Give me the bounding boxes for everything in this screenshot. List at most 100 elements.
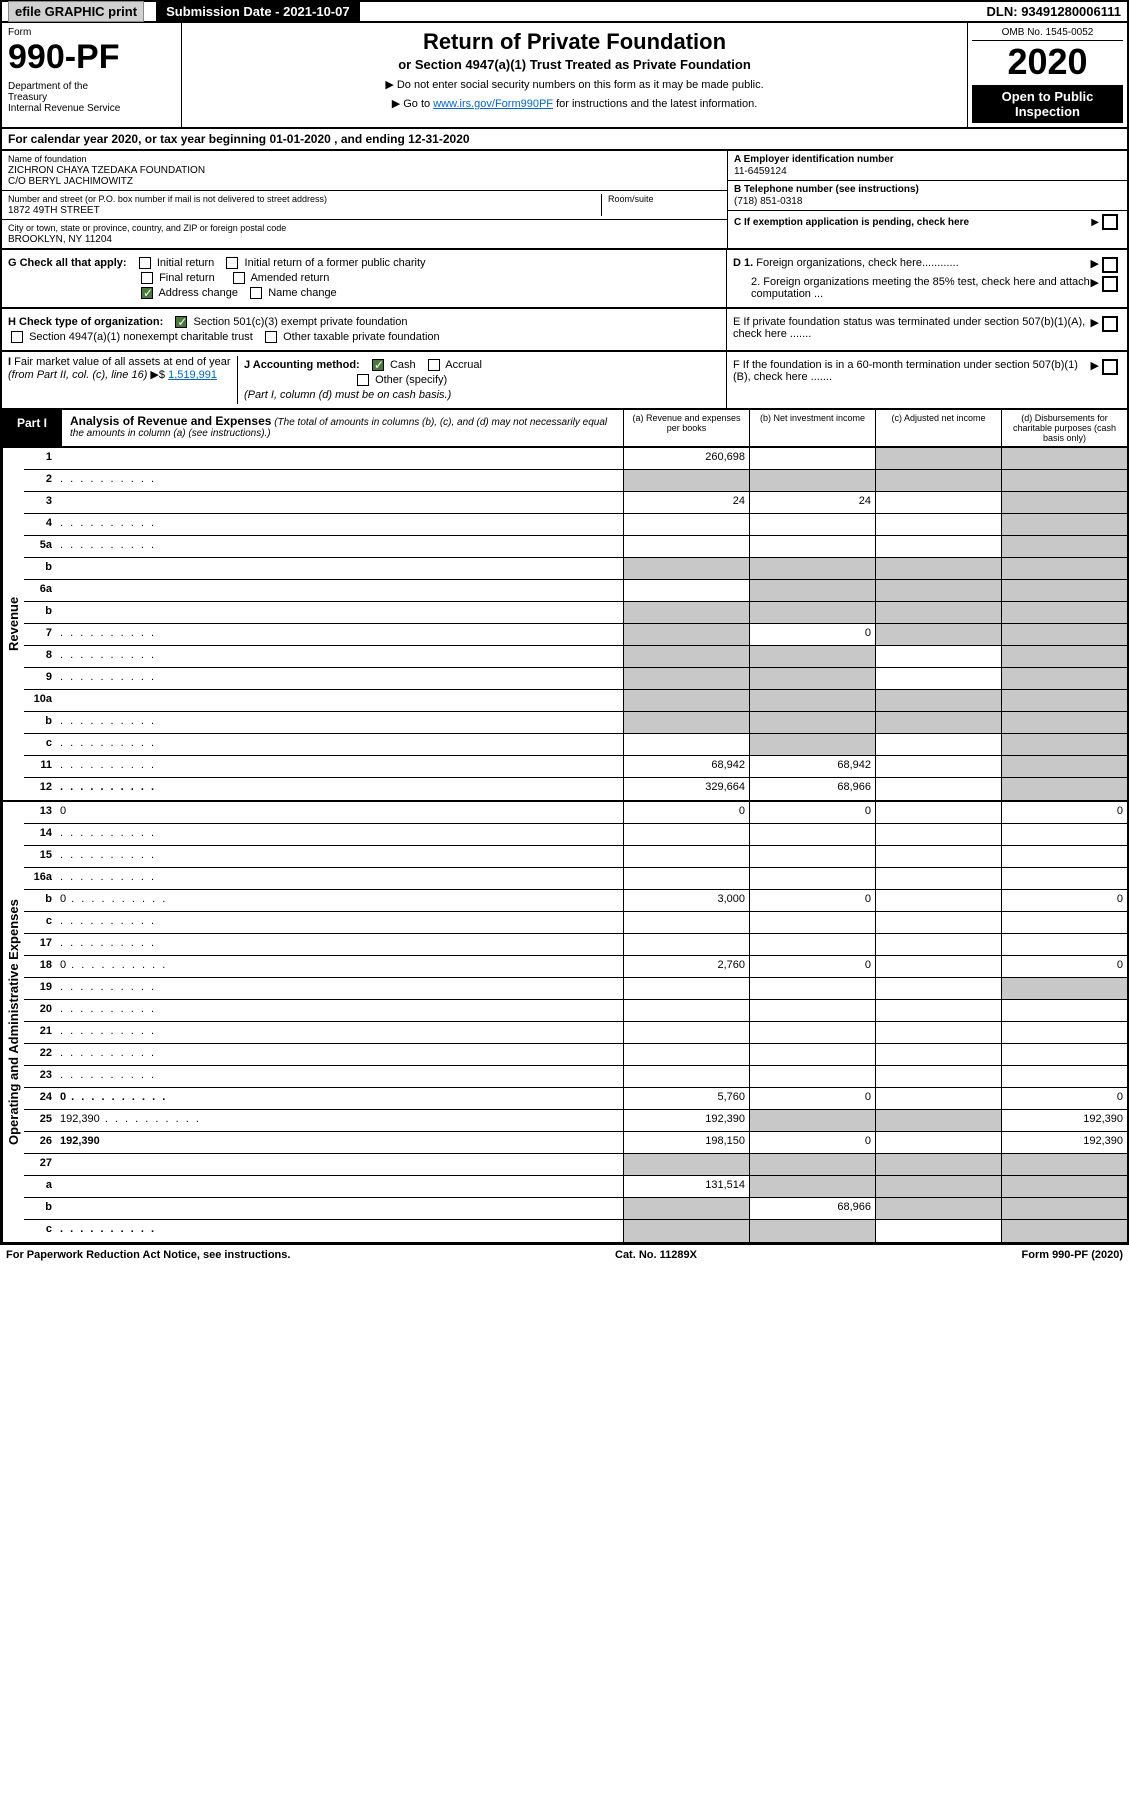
cell-a: 5,760 — [623, 1088, 749, 1109]
table-row: 1260,698 — [24, 448, 1127, 470]
h-other-checkbox[interactable] — [265, 331, 277, 343]
efile-button[interactable]: efile GRAPHIC print — [8, 1, 144, 22]
g-address-checkbox[interactable] — [141, 287, 153, 299]
g-initial-former-checkbox[interactable] — [226, 257, 238, 269]
g-name-checkbox[interactable] — [250, 287, 262, 299]
j-other-checkbox[interactable] — [357, 374, 369, 386]
row-number: 13 — [24, 802, 56, 823]
cell-d — [1001, 558, 1127, 579]
cell-b: 0 — [749, 956, 875, 977]
cell-a — [623, 536, 749, 557]
check-section-h: H Check type of organization: Section 50… — [0, 309, 1129, 352]
irs-link[interactable]: www.irs.gov/Form990PF — [433, 98, 553, 110]
cell-c — [875, 1066, 1001, 1087]
g-initial-checkbox[interactable] — [139, 257, 151, 269]
row-number: 15 — [24, 846, 56, 867]
cell-b: 68,942 — [749, 756, 875, 777]
h-501c3-checkbox[interactable] — [175, 316, 187, 328]
cell-a — [623, 514, 749, 535]
table-row: 20 — [24, 1000, 1127, 1022]
row-desc — [56, 624, 623, 645]
i-value[interactable]: 1,519,991 — [168, 369, 217, 381]
cell-b — [749, 668, 875, 689]
table-row: 14 — [24, 824, 1127, 846]
g-amended-checkbox[interactable] — [233, 272, 245, 284]
table-row: 2 — [24, 470, 1127, 492]
row-number: 8 — [24, 646, 56, 667]
cell-d — [1001, 1066, 1127, 1087]
cell-a: 24 — [623, 492, 749, 513]
table-row: b03,00000 — [24, 890, 1127, 912]
cell-d — [1001, 668, 1127, 689]
g-final-checkbox[interactable] — [141, 272, 153, 284]
note-1: ▶ Do not enter social security numbers o… — [188, 78, 961, 91]
cell-b: 68,966 — [749, 1198, 875, 1219]
row-number: 18 — [24, 956, 56, 977]
table-row: b — [24, 712, 1127, 734]
c-checkbox[interactable] — [1102, 214, 1118, 230]
row-desc — [56, 492, 623, 513]
cell-a: 131,514 — [623, 1176, 749, 1197]
cell-c — [875, 470, 1001, 491]
cell-c — [875, 624, 1001, 645]
table-row: b68,966 — [24, 1198, 1127, 1220]
table-row: a 131,514 — [24, 1176, 1127, 1198]
cell-a — [623, 1220, 749, 1242]
cell-a: 192,390 — [623, 1110, 749, 1131]
table-row: c — [24, 912, 1127, 934]
cell-d — [1001, 1000, 1127, 1021]
cell-c — [875, 514, 1001, 535]
j-accrual-checkbox[interactable] — [428, 359, 440, 371]
cell-a — [623, 846, 749, 867]
row-number: 21 — [24, 1022, 56, 1043]
expenses-table: Operating and Administrative Expenses 13… — [0, 802, 1129, 1244]
cell-d — [1001, 1154, 1127, 1175]
cell-c — [875, 1000, 1001, 1021]
f-checkbox[interactable] — [1102, 359, 1118, 375]
h-label: H Check type of organization: — [8, 316, 163, 328]
row-number: 6a — [24, 580, 56, 601]
revenue-table: Revenue 1260,69823242445ab6ab708910abc11… — [0, 448, 1129, 802]
row-number: 9 — [24, 668, 56, 689]
row-desc — [56, 846, 623, 867]
cell-d — [1001, 470, 1127, 491]
row-number: 5a — [24, 536, 56, 557]
cell-b — [749, 448, 875, 469]
row-desc — [56, 934, 623, 955]
check-section-ij: I Fair market value of all assets at end… — [0, 352, 1129, 410]
cell-b: 0 — [749, 1088, 875, 1109]
j-label: J Accounting method: — [244, 359, 360, 371]
cell-a: 198,150 — [623, 1132, 749, 1153]
cell-b: 0 — [749, 624, 875, 645]
footer-right: Form 990-PF (2020) — [1022, 1249, 1124, 1261]
d1-checkbox[interactable] — [1102, 257, 1118, 273]
cell-d: 0 — [1001, 890, 1127, 911]
cell-a: 329,664 — [623, 778, 749, 800]
row-desc — [56, 646, 623, 667]
row-number: a — [24, 1176, 56, 1197]
part-desc: Analysis of Revenue and Expenses (The to… — [62, 410, 623, 446]
table-row: 4 — [24, 514, 1127, 536]
header-left: Form 990-PF Department of theTreasuryInt… — [2, 23, 182, 127]
row-desc — [56, 978, 623, 999]
row-desc — [56, 1154, 623, 1175]
cell-b — [749, 1000, 875, 1021]
table-row: 17 — [24, 934, 1127, 956]
cell-c — [875, 734, 1001, 755]
h-4947-checkbox[interactable] — [11, 331, 23, 343]
cell-c — [875, 712, 1001, 733]
cell-d — [1001, 912, 1127, 933]
street-address: 1872 49TH STREET — [8, 205, 601, 216]
cell-c — [875, 448, 1001, 469]
table-row: 8 — [24, 646, 1127, 668]
form-title: Return of Private Foundation — [188, 29, 961, 55]
page-footer: For Paperwork Reduction Act Notice, see … — [0, 1244, 1129, 1265]
row-desc: 0 — [56, 1088, 623, 1109]
cell-b — [749, 1044, 875, 1065]
d2-checkbox[interactable] — [1102, 276, 1118, 292]
j-cash-checkbox[interactable] — [372, 359, 384, 371]
cell-a — [623, 912, 749, 933]
cell-d: 0 — [1001, 802, 1127, 823]
e-checkbox[interactable] — [1102, 316, 1118, 332]
cell-a: 0 — [623, 802, 749, 823]
